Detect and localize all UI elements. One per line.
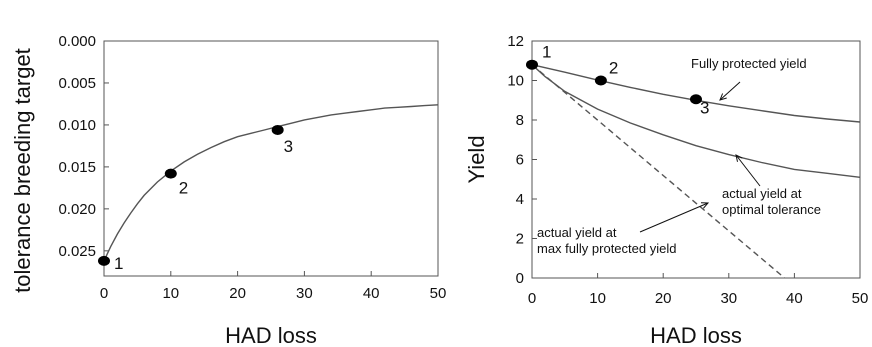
y-tick-label: 0.015 (58, 159, 96, 176)
data-point (594, 75, 607, 86)
data-point (98, 255, 110, 266)
point-label: 3 (700, 98, 709, 117)
annotation-arrowhead (719, 93, 727, 101)
y-tick-label: 0 (516, 270, 524, 287)
point-label: 2 (609, 59, 618, 78)
annotation-text: actual yield at (722, 186, 802, 201)
data-point (526, 59, 538, 70)
x-tick-label: 50 (430, 285, 447, 302)
annotation-arrow (639, 202, 709, 233)
data-point (271, 124, 284, 135)
annotation-arrowhead (700, 202, 710, 209)
y-tick-label: 2 (516, 231, 524, 248)
point-label: 1 (114, 254, 123, 273)
y-axis-title: tolerance breeding target (10, 48, 35, 293)
y-tick-label: 8 (516, 112, 524, 129)
series-line (531, 64, 861, 178)
x-axis-title: HAD loss (650, 323, 742, 347)
y-tick-label: 12 (507, 33, 524, 50)
x-tick-label: 40 (786, 290, 803, 307)
chart-left-tolerance-target: 0 10 20 30 40 50 0.000 0.005 0.010 0.015 0.020 0.02… (10, 33, 446, 347)
x-tick-label: 10 (162, 285, 179, 302)
y-tick-label: 10 (507, 73, 524, 90)
y-tick-label: 0.025 (58, 243, 96, 260)
y-tick-label: 0.020 (58, 201, 96, 218)
plot-frame (103, 40, 439, 277)
x-tick-label: 20 (229, 285, 246, 302)
data-point (690, 94, 702, 105)
y-axis-title: Yield (464, 135, 489, 183)
annotation-arrowhead (735, 154, 743, 162)
x-tick-label: 0 (100, 285, 108, 302)
annotation-arrow (735, 154, 761, 187)
data-point (164, 168, 177, 179)
point-label: 3 (284, 137, 293, 156)
x-axis-title: HAD loss (225, 323, 317, 347)
x-tick-label: 30 (720, 290, 737, 307)
y-tick-label: 0.005 (58, 75, 96, 92)
annotation-text: optimal tolerance (722, 202, 821, 217)
annotation-arrow (719, 81, 741, 101)
annotation-text: actual yield at (537, 225, 617, 240)
annotation-text: Fully protected yield (691, 56, 807, 71)
y-tick-label: 0.010 (58, 117, 96, 134)
series-line (103, 104, 439, 262)
x-tick-label: 10 (589, 290, 606, 307)
point-label: 1 (542, 43, 551, 62)
series-line-dashed (531, 64, 786, 279)
series-line (531, 64, 861, 123)
y-tick-label: 4 (516, 191, 524, 208)
x-tick-label: 30 (296, 285, 313, 302)
x-tick-label: 50 (852, 290, 869, 307)
y-tick-label: 6 (516, 152, 524, 169)
point-label: 2 (179, 179, 188, 198)
x-tick-label: 20 (655, 290, 672, 307)
annotation-text: max fully protected yield (537, 241, 676, 256)
y-tick-label: 0.000 (58, 33, 96, 50)
x-tick-label: 40 (363, 285, 380, 302)
x-tick-label: 0 (528, 290, 536, 307)
